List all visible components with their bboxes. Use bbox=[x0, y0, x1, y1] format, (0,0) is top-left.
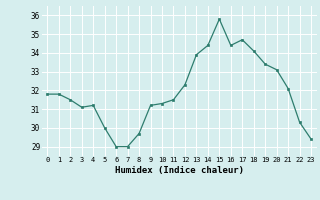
X-axis label: Humidex (Indice chaleur): Humidex (Indice chaleur) bbox=[115, 166, 244, 175]
